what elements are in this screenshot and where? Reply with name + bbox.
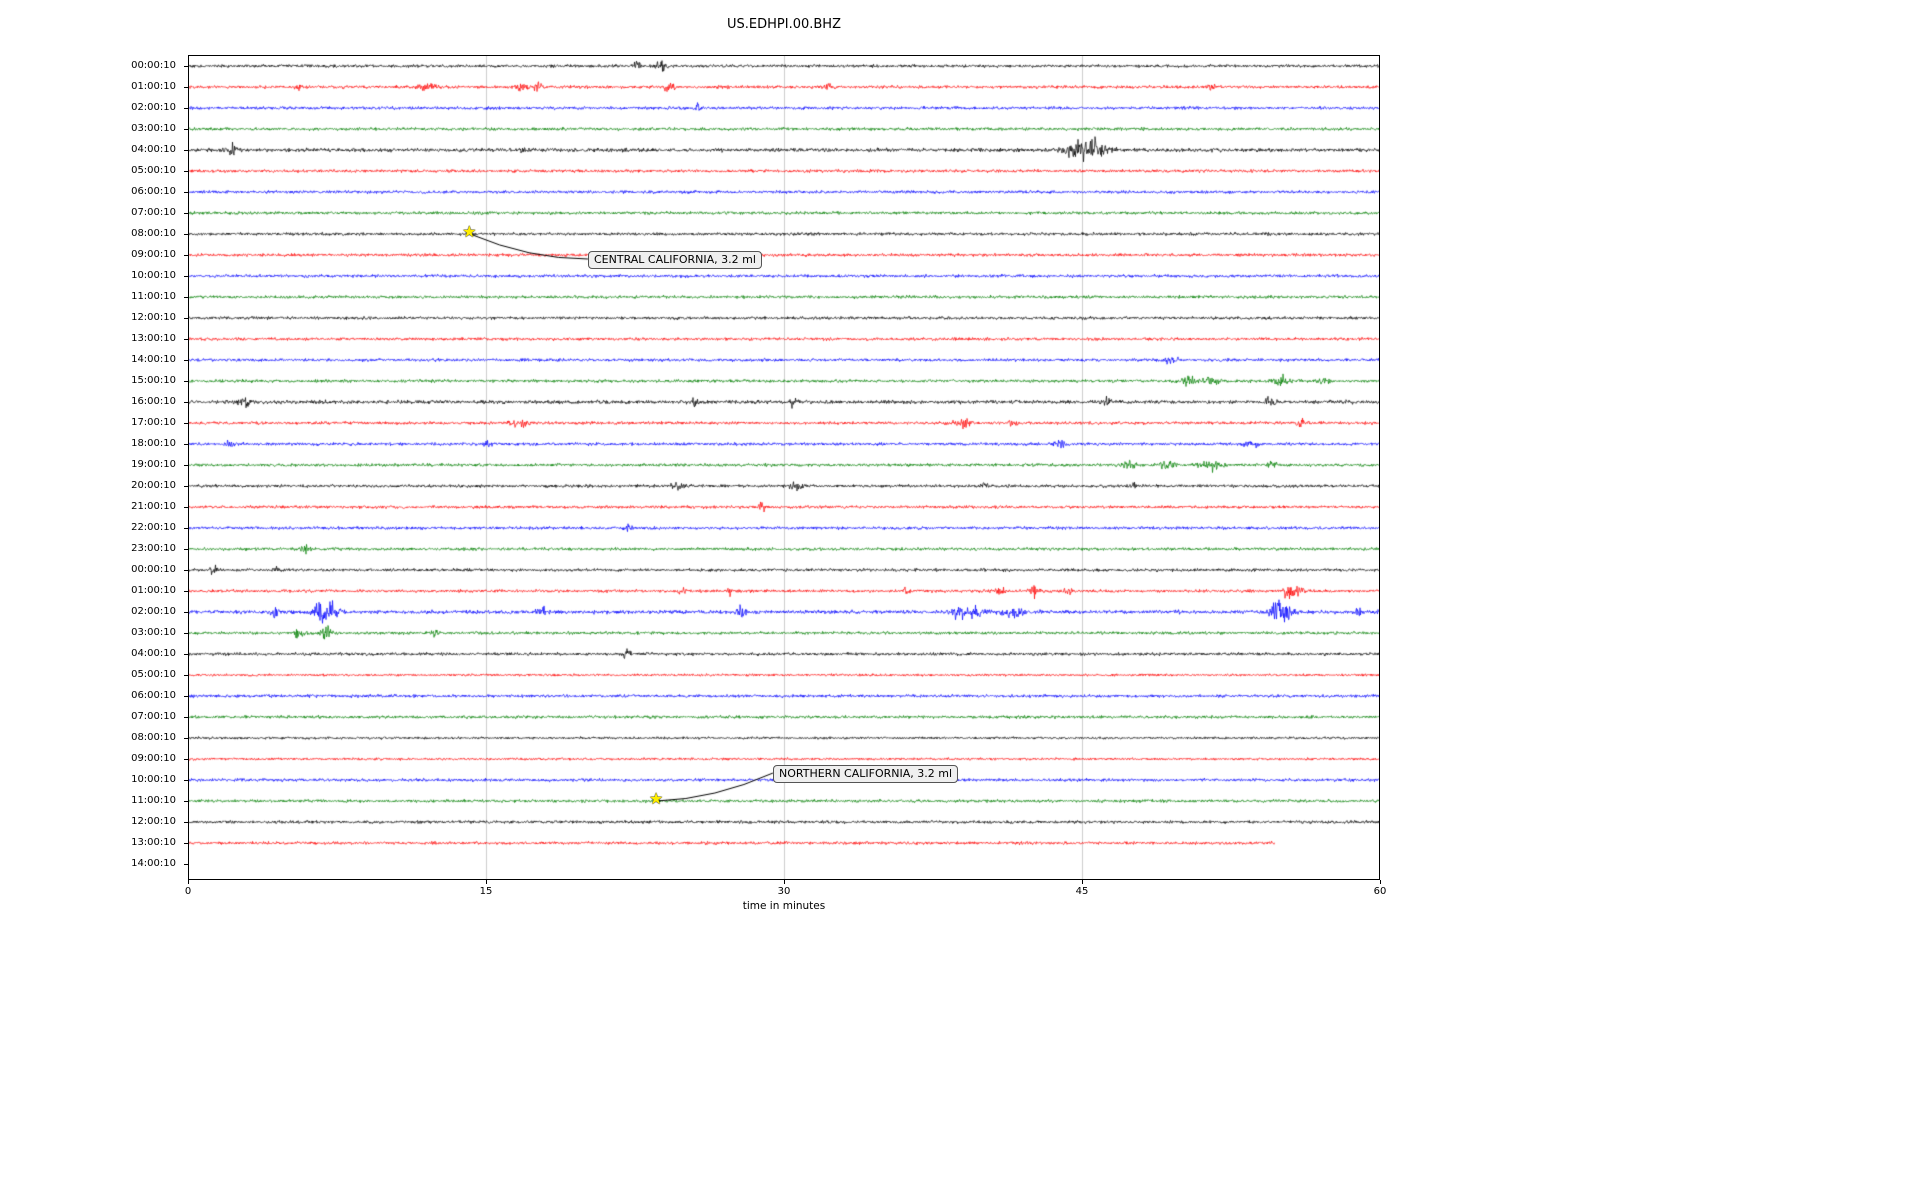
row-label: 06:00:10 (131, 186, 176, 197)
row-label: 00:00:10 (131, 564, 176, 575)
y-tick-mark (184, 780, 188, 781)
y-tick-mark (184, 297, 188, 298)
y-tick-mark (184, 171, 188, 172)
y-tick-mark (184, 864, 188, 865)
row-label: 03:00:10 (131, 627, 176, 638)
y-tick-mark (184, 402, 188, 403)
y-tick-mark (184, 675, 188, 676)
row-label: 08:00:10 (131, 228, 176, 239)
y-tick-mark (184, 633, 188, 634)
row-label: 18:00:10 (131, 438, 176, 449)
row-label: 23:00:10 (131, 543, 176, 554)
chart-title: US.EDHPI.00.BHZ (727, 17, 841, 32)
y-tick-mark (184, 444, 188, 445)
y-tick-mark (184, 255, 188, 256)
x-axis-label: time in minutes (742, 900, 826, 912)
y-tick-mark (184, 318, 188, 319)
row-label: 12:00:10 (131, 816, 176, 827)
x-tick-mark (188, 880, 189, 884)
row-label: 12:00:10 (131, 312, 176, 323)
x-tick-mark (784, 880, 785, 884)
row-label: 02:00:10 (131, 102, 176, 113)
row-label: 10:00:10 (131, 774, 176, 785)
row-label: 11:00:10 (131, 795, 176, 806)
row-label: 08:00:10 (131, 732, 176, 743)
y-tick-mark (184, 696, 188, 697)
x-tick-label: 30 (777, 886, 791, 897)
x-tick-mark (1082, 880, 1083, 884)
row-label: 10:00:10 (131, 270, 176, 281)
row-label: 01:00:10 (131, 585, 176, 596)
y-tick-mark (184, 570, 188, 571)
y-tick-mark (184, 381, 188, 382)
event-annotation-central-california: CENTRAL CALIFORNIA, 3.2 ml (588, 251, 762, 269)
y-tick-mark (184, 360, 188, 361)
row-label: 14:00:10 (131, 858, 176, 869)
y-tick-mark (184, 822, 188, 823)
y-tick-mark (184, 507, 188, 508)
x-tick-mark (1380, 880, 1381, 884)
row-label: 05:00:10 (131, 165, 176, 176)
row-label: 05:00:10 (131, 669, 176, 680)
row-label: 21:00:10 (131, 501, 176, 512)
y-tick-mark (184, 801, 188, 802)
x-tick-label: 0 (184, 886, 192, 897)
y-tick-mark (184, 738, 188, 739)
x-tick-label: 15 (479, 886, 493, 897)
row-label: 02:00:10 (131, 606, 176, 617)
row-label: 09:00:10 (131, 753, 176, 764)
y-tick-mark (184, 486, 188, 487)
row-label: 07:00:10 (131, 711, 176, 722)
y-tick-mark (184, 528, 188, 529)
row-label: 14:00:10 (131, 354, 176, 365)
y-tick-mark (184, 108, 188, 109)
x-tick-mark (486, 880, 487, 884)
y-tick-mark (184, 423, 188, 424)
y-tick-mark (184, 717, 188, 718)
y-tick-mark (184, 843, 188, 844)
row-label: 15:00:10 (131, 375, 176, 386)
row-label: 04:00:10 (131, 144, 176, 155)
y-tick-mark (184, 339, 188, 340)
x-tick-label: 60 (1373, 886, 1387, 897)
row-label: 03:00:10 (131, 123, 176, 134)
y-tick-mark (184, 276, 188, 277)
row-label: 01:00:10 (131, 81, 176, 92)
row-label: 07:00:10 (131, 207, 176, 218)
y-tick-mark (184, 654, 188, 655)
y-tick-mark (184, 591, 188, 592)
row-label: 04:00:10 (131, 648, 176, 659)
row-label: 13:00:10 (131, 837, 176, 848)
y-tick-mark (184, 66, 188, 67)
event-annotation-northern-california: NORTHERN CALIFORNIA, 3.2 ml (773, 765, 958, 783)
row-label: 20:00:10 (131, 480, 176, 491)
plot-border (188, 55, 1380, 880)
y-tick-mark (184, 549, 188, 550)
y-tick-mark (184, 150, 188, 151)
row-label: 16:00:10 (131, 396, 176, 407)
y-tick-mark (184, 129, 188, 130)
y-tick-mark (184, 612, 188, 613)
y-axis-labels: 00:00:10 01:00:10 02:00:10 03:00:10 04:00:10… (0, 0, 188, 900)
row-label: 11:00:10 (131, 291, 176, 302)
y-tick-mark (184, 213, 188, 214)
event-star-central-california: ★ (462, 222, 477, 241)
row-label: 22:00:10 (131, 522, 176, 533)
row-label: 19:00:10 (131, 459, 176, 470)
row-label: 06:00:10 (131, 690, 176, 701)
row-label: 17:00:10 (131, 417, 176, 428)
row-label: 13:00:10 (131, 333, 176, 344)
y-tick-mark (184, 192, 188, 193)
row-label: 00:00:10 (131, 60, 176, 71)
y-tick-mark (184, 234, 188, 235)
y-tick-mark (184, 465, 188, 466)
row-label: 09:00:10 (131, 249, 176, 260)
y-tick-mark (184, 759, 188, 760)
x-tick-label: 45 (1075, 886, 1089, 897)
seismogram-canvas (188, 55, 1380, 880)
event-star-northern-california: ★ (648, 789, 664, 808)
y-tick-mark (184, 87, 188, 88)
